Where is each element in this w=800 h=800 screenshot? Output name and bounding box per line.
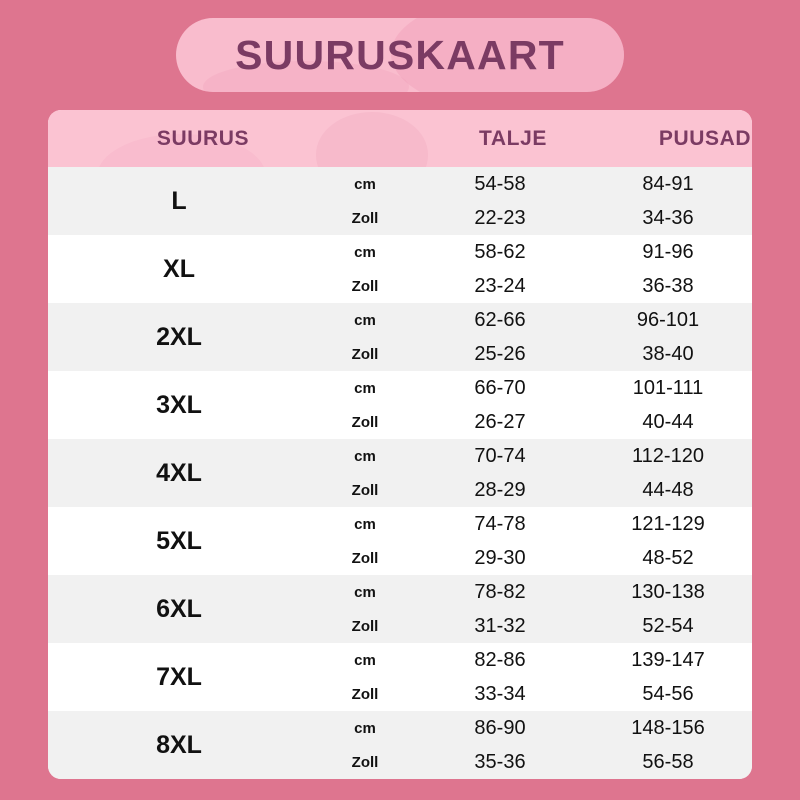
column-header-size: SUURUS — [156, 126, 250, 150]
measurement-subrow-zoll: Zoll 35-36 56-58 — [310, 745, 752, 779]
cell-waist-value: 62-66 — [474, 308, 526, 331]
page-title: SUURUSKAART — [235, 31, 565, 78]
cell-hips-value: 54-56 — [642, 682, 694, 705]
measurement-subrow-cm: cm 82-86 139-147 — [310, 643, 752, 677]
table-row: 4XL cm 70-74 112-120 Zoll 28-29 44-48 — [48, 439, 752, 507]
measurement-subrow-zoll: Zoll 33-34 54-56 — [310, 677, 752, 711]
cell-size-label: L — [171, 186, 187, 215]
cell-size-label: 6XL — [156, 594, 202, 623]
cell-waist-value: 82-86 — [474, 648, 526, 671]
cell-unit-label: Zoll — [351, 481, 379, 499]
column-header-hips: PUUSAD — [658, 126, 752, 150]
cell-size-label: 7XL — [156, 662, 202, 691]
table-row: 2XL cm 62-66 96-101 Zoll 25-26 38-40 — [48, 303, 752, 371]
cell-size-label: 8XL — [156, 730, 202, 759]
measurement-subrow-zoll: Zoll 26-27 40-44 — [310, 405, 752, 439]
cell-waist-value: 31-32 — [474, 614, 526, 637]
cell-hips-value: 48-52 — [642, 546, 694, 569]
cell-unit-label: Zoll — [351, 209, 379, 227]
cell-size-label: 5XL — [156, 526, 202, 555]
cell-hips-value: 130-138 — [631, 580, 705, 603]
cell-unit-label: Zoll — [351, 345, 379, 363]
cell-waist-value: 35-36 — [474, 750, 526, 773]
measurement-subrow-cm: cm 86-90 148-156 — [310, 711, 752, 745]
measurement-subrow-cm: cm 54-58 84-91 — [310, 167, 752, 201]
cell-size-label: 3XL — [156, 390, 202, 419]
table-row: 7XL cm 82-86 139-147 Zoll 33-34 54-56 — [48, 643, 752, 711]
cell-size-label: XL — [163, 254, 195, 283]
cell-unit-label: cm — [354, 719, 376, 737]
table-row: XL cm 58-62 91-96 Zoll 23-24 36-38 — [48, 235, 752, 303]
cell-waist-value: 25-26 — [474, 342, 526, 365]
cell-unit-label: Zoll — [351, 753, 379, 771]
title-banner: SUURUSKAART — [176, 18, 624, 92]
measurement-subrow-cm: cm 74-78 121-129 — [310, 507, 752, 541]
cell-hips-value: 56-58 — [642, 750, 694, 773]
table-row: 3XL cm 66-70 101-111 Zoll 26-27 40-44 — [48, 371, 752, 439]
measurement-subrow-cm: cm 62-66 96-101 — [310, 303, 752, 337]
measurement-subrow-zoll: Zoll 23-24 36-38 — [310, 269, 752, 303]
measurement-subrow-cm: cm 70-74 112-120 — [310, 439, 752, 473]
cell-waist-value: 66-70 — [474, 376, 526, 399]
cell-size-label: 4XL — [156, 458, 202, 487]
measurement-subrow-zoll: Zoll 22-23 34-36 — [310, 201, 752, 235]
cell-waist-value: 74-78 — [474, 512, 526, 535]
cell-unit-label: cm — [354, 175, 376, 193]
cell-hips-value: 34-36 — [642, 206, 694, 229]
cell-unit-label: cm — [354, 447, 376, 465]
measurement-subrow-zoll: Zoll 28-29 44-48 — [310, 473, 752, 507]
cell-unit-label: Zoll — [351, 617, 379, 635]
cell-unit-label: cm — [354, 651, 376, 669]
cell-size-label: 2XL — [156, 322, 202, 351]
cell-hips-value: 101-111 — [632, 376, 704, 399]
measurement-subrow-cm: cm 66-70 101-111 — [310, 371, 752, 405]
cell-waist-value: 28-29 — [474, 478, 526, 501]
cell-waist-value: 23-24 — [474, 274, 526, 297]
cell-hips-value: 139-147 — [631, 648, 705, 671]
cell-hips-value: 148-156 — [631, 716, 705, 739]
cell-waist-value: 78-82 — [474, 580, 526, 603]
cell-unit-label: cm — [354, 243, 376, 261]
cell-unit-label: Zoll — [351, 277, 379, 295]
cell-waist-value: 22-23 — [474, 206, 526, 229]
cell-unit-label: cm — [354, 379, 376, 397]
cell-waist-value: 33-34 — [474, 682, 526, 705]
cell-waist-value: 70-74 — [474, 444, 526, 467]
measurement-subrow-zoll: Zoll 31-32 52-54 — [310, 609, 752, 643]
cell-waist-value: 26-27 — [474, 410, 526, 433]
cell-unit-label: Zoll — [351, 413, 379, 431]
cell-waist-value: 58-62 — [474, 240, 526, 263]
cell-hips-value: 96-101 — [636, 308, 700, 331]
measurement-subrow-zoll: Zoll 29-30 48-52 — [310, 541, 752, 575]
cell-hips-value: 40-44 — [642, 410, 694, 433]
cell-hips-value: 91-96 — [642, 240, 694, 263]
cell-hips-value: 121-129 — [631, 512, 705, 535]
cell-hips-value: 52-54 — [642, 614, 694, 637]
cell-hips-value: 84-91 — [642, 172, 694, 195]
table-row: 6XL cm 78-82 130-138 Zoll 31-32 52-54 — [48, 575, 752, 643]
measurement-subrow-cm: cm 78-82 130-138 — [310, 575, 752, 609]
measurement-subrow-cm: cm 58-62 91-96 — [310, 235, 752, 269]
cell-hips-value: 112-120 — [632, 444, 704, 467]
cell-waist-value: 54-58 — [474, 172, 526, 195]
cell-unit-label: Zoll — [351, 685, 379, 703]
table-header-row: SUURUS TALJE PUUSAD — [48, 110, 752, 167]
table-row: 8XL cm 86-90 148-156 Zoll 35-36 56-58 — [48, 711, 752, 779]
cell-unit-label: cm — [354, 515, 376, 533]
cell-unit-label: cm — [354, 311, 376, 329]
cell-unit-label: Zoll — [351, 549, 379, 567]
table-row: 5XL cm 74-78 121-129 Zoll 29-30 48-52 — [48, 507, 752, 575]
column-header-waist: TALJE — [479, 126, 547, 150]
cell-hips-value: 44-48 — [642, 478, 694, 501]
cell-hips-value: 36-38 — [642, 274, 694, 297]
cell-unit-label: cm — [354, 583, 376, 601]
cell-waist-value: 29-30 — [474, 546, 526, 569]
cell-hips-value: 38-40 — [642, 342, 694, 365]
measurement-subrow-zoll: Zoll 25-26 38-40 — [310, 337, 752, 371]
cell-waist-value: 86-90 — [474, 716, 526, 739]
